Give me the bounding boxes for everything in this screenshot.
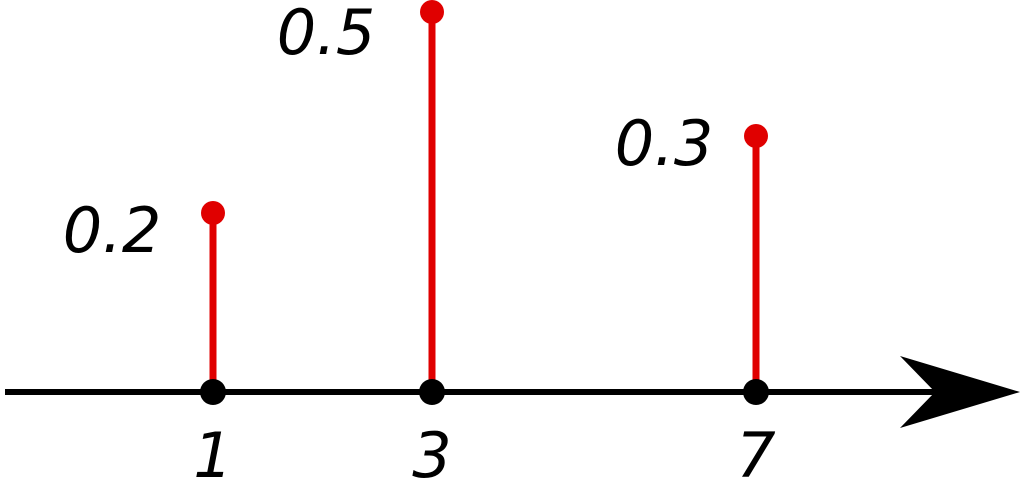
stem-base-point — [200, 379, 226, 405]
stem-base-point — [743, 379, 769, 405]
stem-top-point — [201, 201, 225, 225]
data-label: 0.3 — [615, 107, 714, 180]
data-label: 0.2 — [63, 194, 162, 267]
data-label: 0.5 — [277, 0, 376, 69]
x-axis-arrowhead — [900, 356, 1020, 428]
x-tick-label: 3 — [412, 419, 451, 482]
x-tick-label: 1 — [193, 419, 232, 482]
x-tick-label: 7 — [736, 419, 775, 482]
stem-top-point — [744, 124, 768, 148]
stem-top-point — [420, 0, 444, 24]
stem-base-point — [419, 379, 445, 405]
